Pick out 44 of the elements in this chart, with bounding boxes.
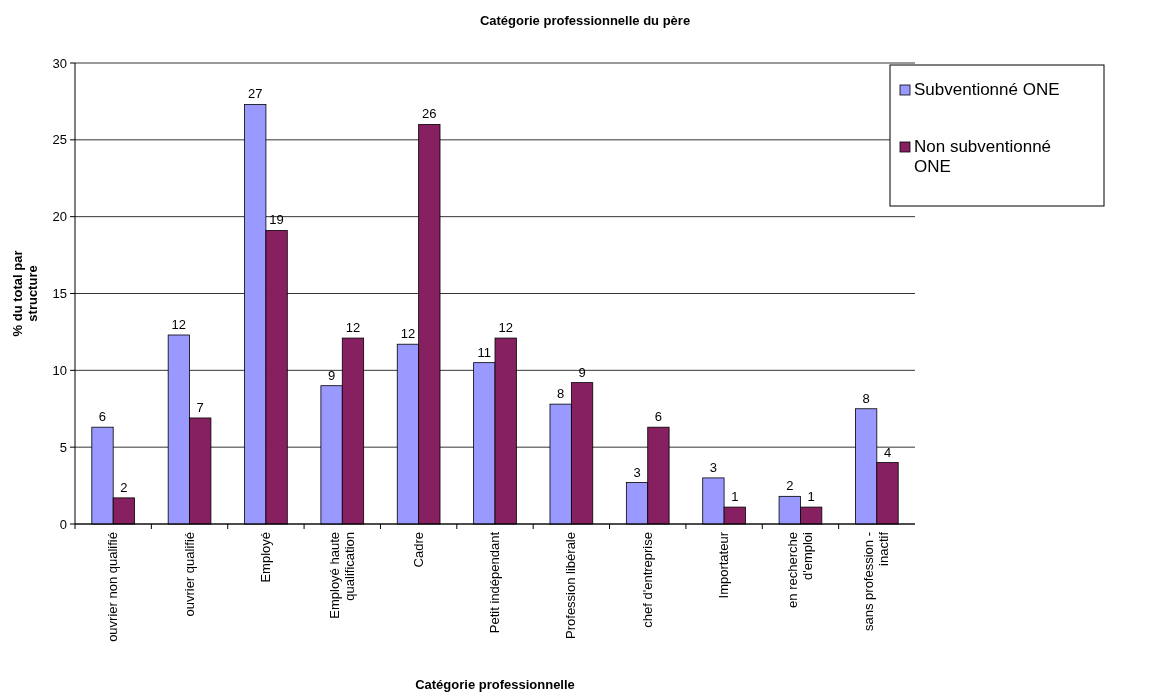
chart-title: Catégorie professionnelle du père [479,13,691,28]
x-tick-label: Importateur [716,531,732,599]
x-tick-label: Employé [257,532,273,583]
data-label: 8 [862,390,870,406]
x-tick-label: en recherche d'emploi [784,531,815,608]
y-tick-label: 10 [52,362,67,378]
legend-label: Subventionné ONE [914,80,1060,99]
data-label: 12 [498,320,513,336]
data-label: 11 [477,344,492,360]
x-tick-label: Cadre [410,532,426,568]
x-axis-title: Catégorie professionnelle [415,677,575,692]
data-label: 6 [654,409,663,425]
x-tick-label: ouvrier qualifié [181,532,197,617]
data-label: 2 [120,479,128,495]
data-label: 3 [633,464,641,480]
x-tick-label: Profession libérale [563,532,579,639]
legend-label: Non subventionné ONE [914,137,1052,176]
data-label: 7 [196,399,204,415]
x-tick-label: chef d'entreprise [639,532,655,628]
data-label: 1 [807,489,815,505]
data-label: 19 [269,212,284,228]
data-label: 12 [345,320,361,336]
data-label: 2 [786,478,794,494]
y-tick-label: 25 [52,132,67,148]
y-tick-label: 30 [52,55,67,71]
data-label: 6 [98,409,107,425]
x-tick-label: sans profession - inactif [861,531,892,631]
data-label: 4 [883,444,892,460]
data-label: 3 [709,459,718,475]
data-label: 1 [731,489,739,505]
y-tick-label: 5 [59,439,67,455]
data-label: 9 [327,367,336,383]
y-tick-label: 20 [52,209,67,225]
y-tick-label: 0 [59,516,67,532]
data-label: 8 [557,386,565,402]
y-axis-title: % du total par structure [10,250,40,337]
x-tick-label: Employé haute qualification [326,532,357,619]
x-tick-label: ouvrier non qualifié [105,532,121,642]
data-label: 26 [422,106,437,122]
x-tick-label: Petit indépendant [487,531,502,634]
data-label: 12 [171,316,187,332]
data-label: 27 [247,86,263,102]
data-label: 12 [400,326,416,342]
y-tick-label: 15 [52,286,67,302]
